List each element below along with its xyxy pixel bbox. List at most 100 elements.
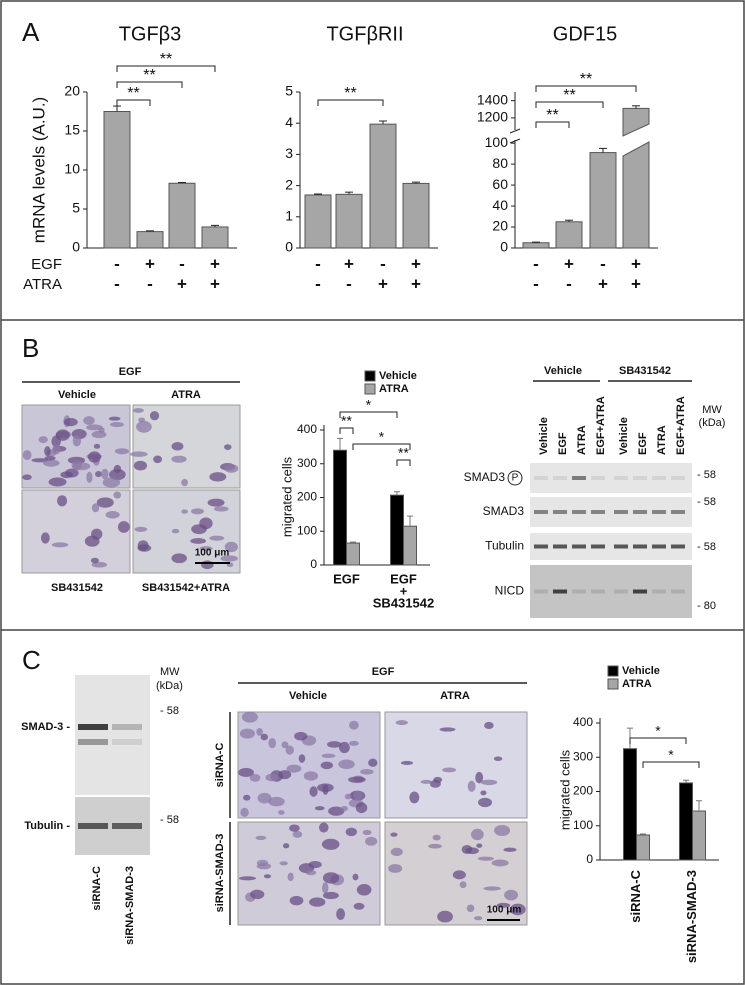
- blot-strip: [530, 463, 692, 493]
- cell: [108, 416, 121, 421]
- chart-title: TGFβ3: [119, 23, 182, 45]
- y-tick-label: 0: [285, 239, 293, 255]
- panel-label: C: [22, 645, 41, 675]
- cell: [322, 784, 329, 795]
- blot-band: [614, 544, 628, 549]
- significance-label: *: [366, 397, 372, 413]
- significance-bracket: [535, 85, 637, 92]
- blot-band: [633, 510, 647, 514]
- condition-sign: -: [346, 274, 352, 293]
- cell: [48, 477, 67, 487]
- blot-band: [112, 724, 142, 730]
- cell: [388, 863, 403, 873]
- blot-band: [633, 476, 647, 480]
- micrograph: [384, 711, 528, 819]
- cell: [340, 805, 348, 812]
- cell: [483, 886, 501, 891]
- bar: [369, 123, 397, 249]
- cell: [470, 828, 484, 841]
- blot-band: [652, 510, 666, 514]
- cell: [57, 495, 68, 507]
- y-tick-label: 300: [573, 749, 593, 763]
- cell: [31, 458, 49, 463]
- condition-sign: +: [210, 274, 220, 293]
- cell: [459, 881, 467, 889]
- significance-label: **: [546, 107, 558, 124]
- cell: [72, 435, 82, 447]
- cell: [428, 843, 442, 849]
- cell: [199, 517, 213, 530]
- cell: [255, 835, 267, 841]
- cell: [478, 797, 493, 808]
- panel-label: B: [22, 333, 39, 363]
- significance-label: **: [563, 87, 575, 104]
- condition-sign: -: [533, 254, 539, 273]
- cell: [349, 720, 359, 730]
- group-label: Vehicle: [544, 365, 582, 377]
- mw-marker: - 58: [697, 496, 716, 508]
- cell: [314, 806, 325, 811]
- y-tick-label: 100: [297, 523, 317, 537]
- bar: [103, 111, 131, 249]
- mw-marker: - 58: [697, 541, 716, 553]
- bar: [136, 231, 164, 249]
- y-tick-label: 400: [297, 422, 317, 436]
- cell: [105, 511, 120, 519]
- cell: [190, 537, 207, 544]
- lane-label: Vehicle: [618, 417, 630, 455]
- condition-sign: +: [177, 274, 187, 293]
- cell: [365, 836, 378, 846]
- cell: [114, 448, 130, 455]
- bar: [636, 834, 650, 861]
- cell: [303, 771, 319, 781]
- lane-label: ATRA: [656, 425, 668, 455]
- cell: [83, 416, 95, 425]
- cell: [101, 468, 109, 480]
- row-mod: P: [512, 473, 519, 484]
- condition-sign: +: [411, 254, 421, 273]
- cell: [201, 560, 214, 570]
- significance-bracket: [352, 443, 411, 450]
- cell: [238, 876, 257, 881]
- cell: [91, 528, 103, 540]
- cell: [243, 794, 251, 801]
- cell: [191, 508, 204, 515]
- cell: [480, 779, 498, 786]
- cell: [22, 474, 32, 481]
- lane-label: EGF: [557, 432, 569, 455]
- cell: [113, 491, 122, 499]
- cell: [44, 455, 56, 461]
- cell: [461, 845, 473, 854]
- cell: [353, 902, 365, 910]
- blot-band: [78, 739, 108, 745]
- cell: [88, 451, 101, 463]
- cell: [467, 780, 476, 792]
- significance-bracket: [116, 81, 183, 88]
- cell: [318, 822, 329, 833]
- bar: [390, 494, 404, 566]
- cell: [265, 773, 279, 782]
- scale-label: 100 μm: [195, 548, 230, 559]
- caption: SB431542: [51, 582, 103, 594]
- y-tick-label: 0: [310, 557, 317, 571]
- cell: [475, 771, 484, 784]
- blot-band: [78, 724, 108, 730]
- lane-label: EGF: [637, 432, 649, 455]
- cell: [439, 727, 456, 732]
- cell: [130, 451, 148, 457]
- chart-title: TGFβRII: [326, 23, 403, 45]
- y-tick-label: 5: [285, 83, 293, 99]
- cell: [86, 471, 93, 483]
- bar: [679, 782, 693, 861]
- cell: [503, 847, 517, 852]
- cell: [171, 528, 180, 534]
- cell: [209, 535, 225, 541]
- y-tick-label: 10: [64, 161, 80, 177]
- bar: [403, 525, 417, 566]
- blot-band: [671, 544, 685, 549]
- blot-band: [652, 476, 666, 480]
- condition-sign: -: [380, 254, 386, 273]
- cell: [86, 424, 103, 431]
- cell: [95, 470, 102, 478]
